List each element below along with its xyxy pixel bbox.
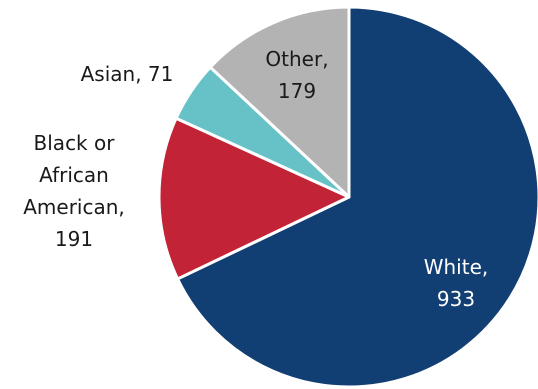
slice-label-line: Black or [34, 131, 116, 155]
pie-slice-other [208, 5, 351, 199]
slice-label-line: Asian, 71 [81, 62, 174, 86]
pie-slice-white [176, 5, 538, 389]
slice-label-asian: Asian, 71 [81, 62, 174, 86]
pie-slice-black-or-african-american [157, 116, 351, 281]
slice-label-line: African [39, 163, 109, 187]
slice-label-line: White, [424, 255, 489, 279]
slice-label-other: Other, 179 [265, 47, 328, 103]
slice-label-black-or-african-american: Black or African American, 191 [23, 131, 125, 251]
slice-label-line: Other, [265, 47, 328, 71]
slice-label-line: American, [23, 195, 125, 219]
slice-label-white: White, 933 [424, 255, 489, 311]
slice-label-line: 179 [278, 79, 316, 103]
slice-label-line: 191 [55, 227, 93, 251]
slice-label-line: 933 [437, 287, 475, 311]
